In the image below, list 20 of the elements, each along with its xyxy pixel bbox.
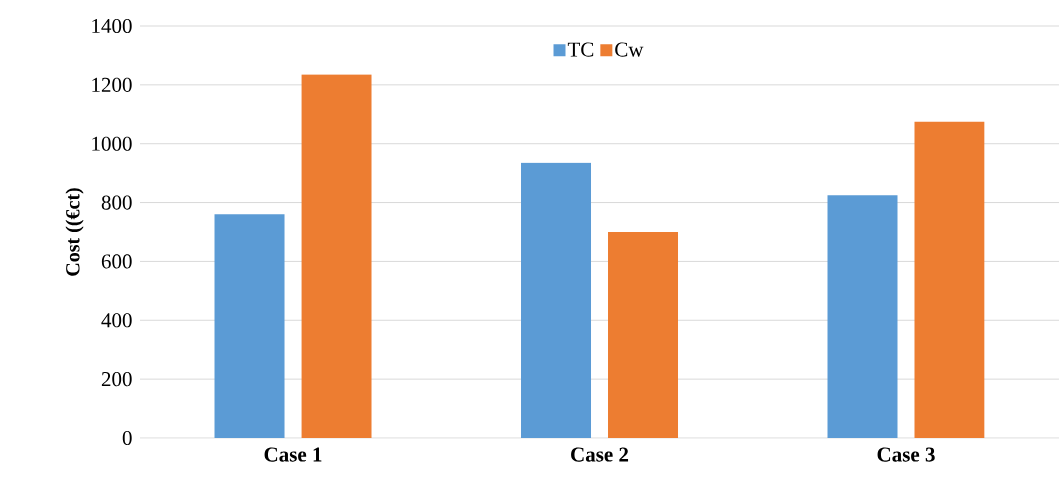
x-tick-label: Case 1 [264, 447, 322, 462]
bar [914, 121, 985, 438]
legend-label: TC [567, 42, 594, 57]
y-tick-label: 200 [101, 372, 132, 387]
y-tick-label: 800 [101, 195, 132, 210]
y-tick-label: 1000 [92, 136, 132, 151]
y-tick-label: 400 [101, 313, 132, 328]
y-tick-label: 0 [122, 430, 132, 446]
bar [521, 162, 592, 438]
x-tick-label: Case 3 [877, 447, 935, 462]
bar [214, 214, 285, 438]
y-tick-label: 600 [101, 254, 132, 269]
y-axis-title: Cost ((€ct) [65, 188, 84, 276]
bar [608, 231, 679, 438]
y-tick-label: 1200 [92, 77, 132, 92]
bar [827, 195, 898, 438]
y-tick-label: 1400 [92, 18, 132, 34]
legend-label: Cw [615, 42, 644, 57]
bar [301, 74, 372, 438]
x-tick-label: Case 2 [571, 447, 629, 462]
